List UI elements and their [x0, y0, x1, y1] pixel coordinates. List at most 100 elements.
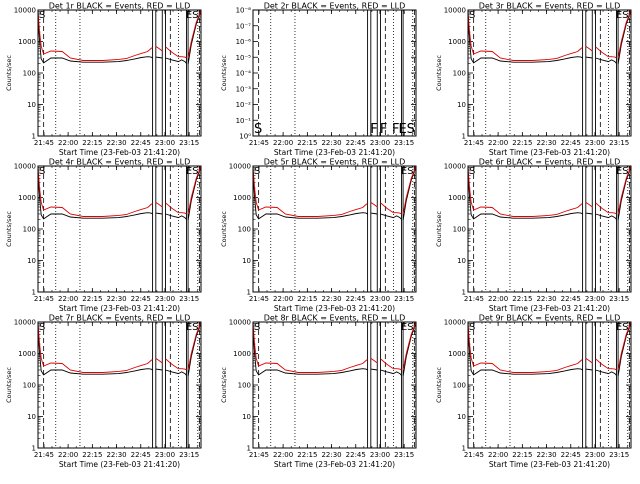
x-axis-label: Start Time (23-Feb-03 21:41:20) — [274, 304, 395, 313]
plot-frame — [467, 165, 632, 293]
flag-label: ES — [616, 10, 629, 21]
y-tick-label: 10 — [242, 413, 251, 421]
events-series-line — [252, 166, 417, 221]
x-tick-label: 22:00 — [488, 295, 508, 303]
y-axis-label: Counts/sec — [435, 211, 443, 247]
lld-series-line — [252, 165, 417, 217]
events-series-line — [37, 10, 202, 65]
y-tick-label: 1 — [462, 133, 466, 141]
y-tick-label: 10⁻⁴ — [236, 70, 252, 78]
x-tick-label: 22:15 — [82, 139, 102, 147]
y-tick-label: 10 — [457, 101, 466, 109]
y-tick-label: 1000 — [448, 194, 466, 202]
y-tick-label: 100 — [238, 382, 251, 390]
events-series-line — [37, 166, 202, 221]
flag-label: S — [469, 322, 475, 333]
x-tick-label: 21:45 — [34, 139, 54, 147]
panel-det-4: Det 4r BLACK = Events, RED = LLD Counts/s… — [5, 158, 202, 313]
y-axis-label: Counts/sec — [5, 55, 13, 91]
panel-det-8: Det 8r BLACK = Events, RED = LLD Counts/s… — [220, 314, 417, 469]
panel-det-7: Det 7r BLACK = Events, RED = LLD Counts/s… — [5, 314, 202, 469]
x-tick-label: 22:15 — [297, 295, 317, 303]
events-series-line — [37, 322, 202, 377]
x-axis-label: Start Time (23-Feb-03 21:41:20) — [274, 148, 395, 157]
flag-label: S — [254, 166, 260, 177]
lld-series-line — [37, 165, 202, 217]
y-tick-label: 100 — [453, 382, 466, 390]
x-tick-label: 22:30 — [106, 451, 126, 459]
y-tick-label: 10000 — [444, 163, 466, 171]
x-tick-label: 22:15 — [297, 451, 317, 459]
x-axis-label: Start Time (23-Feb-03 21:41:20) — [489, 148, 610, 157]
y-tick-label: 10⁰ — [239, 133, 251, 141]
y-axis-label: Counts/sec — [435, 55, 443, 91]
x-tick-label: 22:00 — [58, 139, 78, 147]
y-tick-label: 10⁻⁶ — [236, 38, 252, 46]
plot-frame — [37, 165, 202, 293]
y-tick-label: 10000 — [444, 319, 466, 327]
x-tick-label: 21:45 — [249, 295, 269, 303]
x-axis-label: Start Time (23-Feb-03 21:41:20) — [274, 460, 395, 469]
panel-det-3: Det 3r BLACK = Events, RED = LLD Counts/s… — [435, 2, 632, 157]
lld-series-line — [467, 165, 632, 217]
y-tick-label: 1000 — [233, 350, 251, 358]
y-tick-label: 10000 — [14, 163, 36, 171]
x-tick-label: 22:30 — [321, 451, 341, 459]
x-tick-label: 23:00 — [370, 451, 390, 459]
x-tick-label: 22:00 — [58, 451, 78, 459]
x-tick-label: 22:15 — [297, 139, 317, 147]
x-tick-label: 22:45 — [346, 451, 366, 459]
y-axis-label: Counts/sec — [220, 55, 228, 91]
y-axis-label: Counts/sec — [5, 367, 13, 403]
y-tick-label: 100 — [23, 382, 36, 390]
flag-label: F — [380, 122, 387, 137]
y-tick-label: 1000 — [448, 38, 466, 46]
events-series-line — [467, 322, 632, 377]
panel-title: Det 9r BLACK = Events, RED = LLD — [479, 314, 621, 323]
lld-series-line — [467, 9, 632, 61]
x-tick-label: 23:00 — [155, 295, 175, 303]
events-series-line — [252, 322, 417, 377]
x-tick-label: 22:15 — [512, 139, 532, 147]
plot-frame — [467, 321, 632, 449]
plot-frame — [252, 321, 417, 449]
x-tick-label: 23:15 — [394, 295, 414, 303]
x-axis-label: Start Time (23-Feb-03 21:41:20) — [489, 304, 610, 313]
plot-frame — [37, 321, 202, 449]
flag-label: ES — [616, 322, 629, 333]
y-tick-label: 10⁻⁵ — [236, 54, 252, 62]
x-tick-label: 22:30 — [106, 295, 126, 303]
flag-label: F — [392, 122, 399, 137]
y-tick-label: 10 — [27, 413, 36, 421]
flag-label: F — [370, 122, 377, 137]
panel-title: Det 7r BLACK = Events, RED = LLD — [49, 314, 191, 323]
x-tick-label: 23:15 — [179, 295, 199, 303]
x-tick-label: 22:30 — [321, 295, 341, 303]
x-tick-label: 22:00 — [58, 295, 78, 303]
y-tick-label: 100 — [453, 70, 466, 78]
x-tick-label: 23:00 — [370, 295, 390, 303]
x-tick-label: 22:00 — [273, 295, 293, 303]
y-tick-label: 100 — [23, 70, 36, 78]
flag-label: ES — [616, 166, 629, 177]
y-tick-label: 10 — [27, 101, 36, 109]
x-tick-label: 23:15 — [394, 139, 414, 147]
x-tick-label: 23:00 — [370, 139, 390, 147]
y-tick-label: 10⁻⁷ — [236, 22, 252, 30]
y-tick-label: 100 — [453, 226, 466, 234]
flag-label: ES — [401, 322, 414, 333]
x-axis-label: Start Time (23-Feb-03 21:41:20) — [59, 460, 180, 469]
plot-frame — [37, 9, 202, 137]
x-axis-label: Start Time (23-Feb-03 21:41:20) — [59, 304, 180, 313]
y-tick-label: 1000 — [18, 350, 36, 358]
x-tick-label: 22:15 — [82, 451, 102, 459]
x-tick-label: 22:45 — [346, 139, 366, 147]
x-tick-label: 21:45 — [464, 295, 484, 303]
lld-series-line — [252, 321, 417, 373]
y-tick-label: 100 — [238, 226, 251, 234]
events-series-line — [467, 10, 632, 65]
x-tick-label: 22:30 — [536, 295, 556, 303]
x-tick-label: 22:00 — [273, 451, 293, 459]
x-tick-label: 22:30 — [106, 139, 126, 147]
